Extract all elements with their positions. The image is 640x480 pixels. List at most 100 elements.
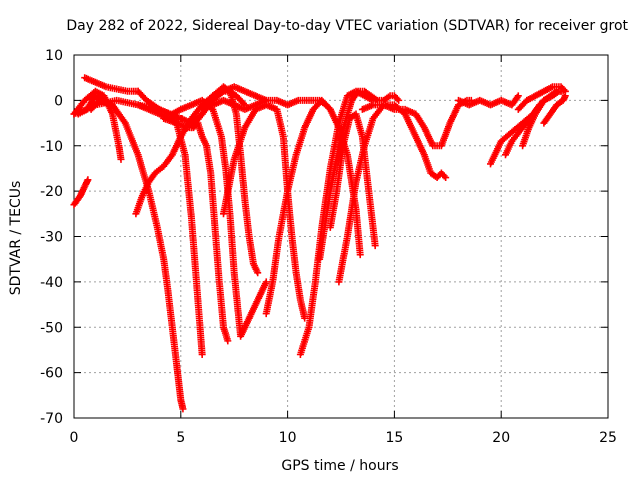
data-point <box>540 93 555 104</box>
data-point <box>209 105 225 139</box>
data-point <box>502 139 515 159</box>
data-point <box>296 296 308 320</box>
data-point <box>249 260 261 275</box>
data-point <box>292 126 308 159</box>
data-point <box>463 96 473 104</box>
data-point <box>343 180 360 240</box>
x-tick-label: 20 <box>492 430 510 446</box>
data-point <box>237 151 249 202</box>
data-point <box>352 110 366 139</box>
data-point <box>348 89 361 104</box>
y-tick-label: 10 <box>45 48 63 64</box>
data-point <box>497 129 514 145</box>
data-point <box>179 405 187 413</box>
data-point <box>70 98 87 118</box>
data-point <box>333 144 347 195</box>
series-pass-k <box>168 96 270 340</box>
data-point <box>226 210 238 275</box>
data-point <box>220 323 231 343</box>
data-point <box>202 142 214 175</box>
data-point <box>288 233 300 275</box>
data-point <box>442 174 450 182</box>
data-point <box>373 96 386 104</box>
data-point <box>326 121 342 172</box>
data-point <box>164 287 176 329</box>
series-pass-b <box>70 176 92 209</box>
data-point <box>153 223 167 261</box>
data-point <box>138 180 152 200</box>
data-point <box>220 83 232 94</box>
data-point <box>192 269 204 329</box>
data-point <box>245 233 257 266</box>
series-pass-s <box>335 101 450 286</box>
x-axis-label: GPS time / hours <box>281 458 398 474</box>
data-point <box>108 110 122 148</box>
data-point <box>335 94 351 127</box>
data-point <box>87 98 102 113</box>
data-point <box>198 350 206 358</box>
data-point <box>232 92 243 103</box>
data-point <box>318 96 333 112</box>
data-point <box>269 235 283 286</box>
data-point <box>390 92 401 103</box>
data-point <box>292 269 304 302</box>
data-point <box>254 280 269 304</box>
data-point <box>76 189 86 200</box>
data-point <box>395 96 403 104</box>
data-point <box>514 98 529 113</box>
series-pass-m <box>198 96 334 113</box>
data-point <box>145 187 161 229</box>
x-tick-label: 5 <box>176 430 185 446</box>
data-point <box>215 278 227 329</box>
series-pass-u <box>455 92 522 109</box>
series-pass-q <box>316 87 403 263</box>
data-point <box>188 112 205 132</box>
data-point <box>316 189 334 263</box>
data-point <box>121 119 141 157</box>
data-point <box>73 193 83 204</box>
series-pass-t <box>358 96 475 150</box>
y-tick-label: -70 <box>40 411 63 427</box>
data-point <box>367 92 380 103</box>
data-point <box>335 235 351 286</box>
data-point <box>237 316 252 340</box>
data-point <box>557 83 568 94</box>
data-points <box>70 74 569 413</box>
data-point <box>175 378 185 402</box>
series-pass-f <box>87 96 187 413</box>
data-point <box>301 107 316 132</box>
data-point <box>262 280 276 318</box>
data-point <box>209 89 226 104</box>
y-tick-label: -30 <box>40 230 63 246</box>
data-point <box>352 205 364 256</box>
x-tick-label: 10 <box>279 430 297 446</box>
series-pass-o <box>262 96 364 318</box>
data-point <box>437 169 448 180</box>
data-point <box>224 337 232 345</box>
data-point <box>540 84 555 95</box>
data-point <box>173 360 182 384</box>
data-point <box>326 135 345 195</box>
data-point <box>361 117 376 150</box>
data-point <box>145 171 158 186</box>
data-point <box>523 93 538 104</box>
series-pass-p <box>296 87 377 358</box>
data-point <box>561 92 569 100</box>
data-point <box>356 251 364 259</box>
data-point <box>188 103 205 122</box>
data-point <box>149 101 162 112</box>
data-point <box>245 298 261 322</box>
y-tick-label: -10 <box>40 139 63 155</box>
data-point <box>531 88 546 100</box>
data-point <box>553 98 565 109</box>
data-point <box>115 142 125 161</box>
data-point <box>113 96 140 108</box>
y-axis-label: SDTVAR / TECUs <box>8 181 24 296</box>
data-point <box>339 117 353 150</box>
data-point <box>160 255 172 293</box>
data-point <box>84 176 92 184</box>
data-point <box>70 198 80 209</box>
data-point <box>188 214 200 275</box>
data-point <box>508 120 525 136</box>
